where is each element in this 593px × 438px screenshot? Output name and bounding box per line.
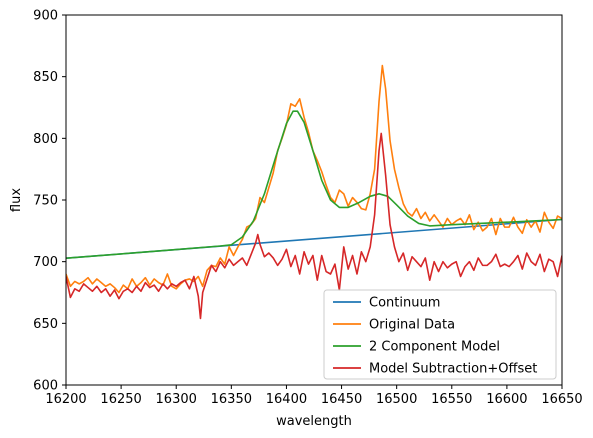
legend: Continuum Original Data 2 Component Model M… [323,289,557,380]
series-group [66,64,562,320]
x-tick-label-7: 16550 [431,392,472,407]
series-line-2 [66,110,562,260]
legend-label-2: 2 Component Model [369,340,500,355]
x-tick-label-9: 16650 [541,392,582,407]
y-tick-label-6: 900 [33,9,58,24]
y-tick-label-1: 650 [33,317,58,332]
x-tick-label-1: 16250 [100,392,141,407]
series-line-3 [66,132,562,320]
x-axis: 16200 16250 16300 16350 16400 16450 16500 16550… [45,385,583,407]
x-tick-label-4: 16400 [266,392,307,407]
x-tick-label-3: 16350 [211,392,252,407]
y-tick-label-5: 850 [33,70,58,85]
x-axis-label: wavelength [276,414,352,429]
legend-frame [323,289,557,380]
y-axis: 600 650 700 750 800 850 900 [33,9,66,394]
x-tick-label-6: 16500 [376,392,417,407]
y-tick-label-3: 750 [33,194,58,209]
y-tick-label-0: 600 [33,379,58,394]
y-tick-label-4: 800 [33,132,58,147]
x-tick-label-8: 16600 [486,392,527,407]
legend-label-0: Continuum [369,296,440,311]
y-axis-label: flux [9,188,24,212]
y-tick-label-2: 700 [33,255,58,270]
legend-label-1: Original Data [369,318,455,333]
legend-label-3: Model Subtraction+Offset [369,362,537,377]
x-tick-label-2: 16300 [156,392,197,407]
x-tick-label-5: 16450 [321,392,362,407]
x-tick-label-0: 16200 [45,392,86,407]
